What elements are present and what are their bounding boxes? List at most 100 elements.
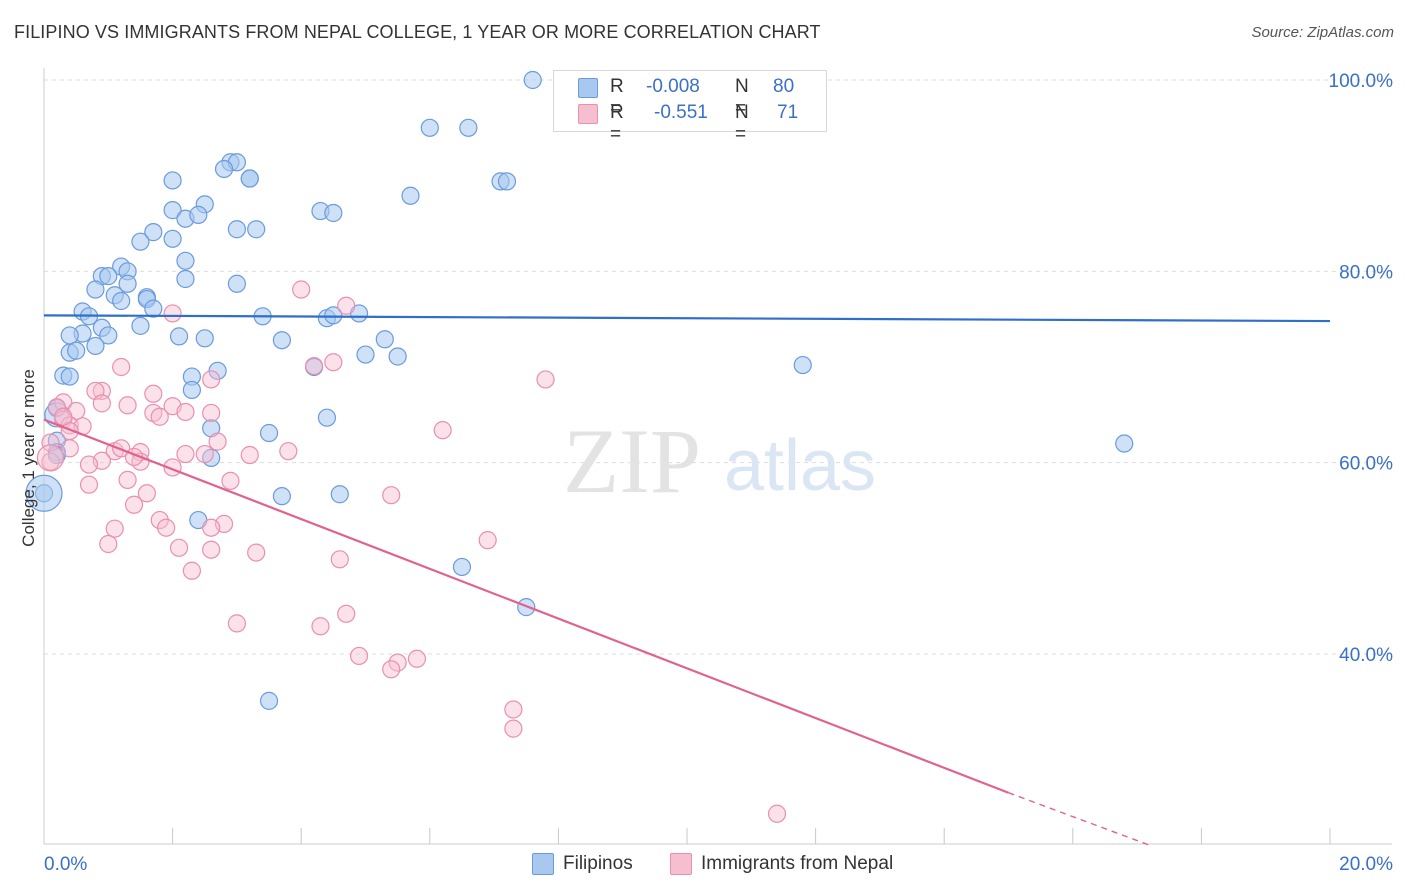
data-point-nepal — [304, 356, 324, 376]
y-tick-label: 80.0% — [1339, 262, 1393, 283]
correlation-legend: R = -0.008 N = 80 R = -0.551 N = 71 — [553, 70, 827, 145]
data-point-filipinos — [259, 691, 279, 710]
legend-r-value: -0.008 — [646, 76, 700, 97]
data-point-nepal — [41, 433, 60, 452]
data-point-filipinos — [324, 306, 343, 325]
legend-swatch-blue — [578, 78, 598, 98]
data-point-nepal — [337, 604, 356, 623]
series-filipinos-points — [25, 70, 1134, 710]
trend-line-nepal-extension — [1008, 792, 1151, 846]
data-point-filipinos — [176, 269, 195, 289]
data-point-filipinos — [163, 171, 182, 190]
legend-r-label: R = — [610, 102, 624, 145]
data-point-nepal — [292, 280, 311, 299]
data-point-nepal — [79, 455, 99, 474]
y-tick-label: 60.0% — [1339, 454, 1393, 475]
data-point-nepal — [349, 646, 369, 666]
data-point-filipinos — [420, 118, 439, 137]
data-point-filipinos — [118, 274, 137, 293]
data-point-nepal — [407, 649, 427, 668]
data-point-filipinos — [375, 330, 394, 349]
chart-title: FILIPINO VS IMMIGRANTS FROM NEPAL COLLEG… — [14, 22, 821, 42]
data-point-nepal — [163, 304, 182, 323]
data-point-nepal — [433, 421, 452, 440]
data-point-filipinos — [163, 201, 182, 220]
data-point-filipinos — [272, 331, 292, 350]
data-point-filipinos — [227, 274, 246, 293]
data-point-nepal — [118, 396, 137, 415]
data-point-nepal — [221, 471, 240, 490]
data-point-filipinos — [182, 380, 201, 400]
data-point-filipinos — [523, 70, 542, 90]
data-point-nepal — [157, 518, 176, 537]
data-point-filipinos — [259, 423, 279, 443]
data-point-filipinos-cluster — [25, 474, 63, 512]
data-point-filipinos — [317, 408, 337, 427]
data-point-filipinos — [189, 205, 208, 224]
data-point-filipinos — [144, 299, 163, 318]
legend-swatch-pink — [670, 853, 692, 875]
data-point-nepal — [388, 653, 407, 672]
y-tick-label: 100.0% — [1329, 71, 1394, 92]
data-point-filipinos — [1115, 434, 1134, 453]
data-point-nepal — [54, 407, 73, 426]
data-point-filipinos — [67, 341, 86, 360]
legend-n-label: N = — [735, 76, 749, 119]
data-point-nepal — [504, 719, 523, 738]
data-point-nepal — [150, 407, 169, 426]
data-point-filipinos — [330, 485, 349, 504]
data-point-nepal-cluster — [36, 444, 65, 472]
legend-r-label: R = — [610, 76, 624, 119]
data-point-filipinos — [272, 487, 292, 506]
chart-source: Source: ZipAtlas.com — [1251, 24, 1394, 41]
data-point-nepal — [124, 495, 144, 514]
data-point-filipinos — [214, 159, 234, 179]
watermark: ZIP atlas — [563, 410, 876, 512]
data-point-nepal — [99, 534, 118, 554]
data-point-filipinos — [163, 229, 182, 248]
data-point-filipinos — [144, 223, 163, 242]
data-point-nepal — [504, 700, 523, 719]
data-point-nepal — [105, 519, 124, 538]
data-point-filipinos — [195, 329, 214, 348]
watermark-atlas: atlas — [724, 426, 876, 506]
data-point-nepal — [767, 804, 787, 823]
data-point-filipinos — [131, 316, 150, 335]
data-point-nepal — [202, 370, 221, 389]
data-point-filipinos — [112, 291, 131, 311]
data-point-filipinos — [247, 220, 266, 239]
data-point-nepal — [382, 486, 401, 505]
trend-line-nepal — [43, 418, 1009, 794]
data-point-nepal — [60, 439, 79, 458]
data-point-nepal — [118, 470, 137, 489]
data-point-nepal — [144, 384, 163, 403]
x-tick-label: 0.0% — [44, 854, 87, 875]
data-point-nepal — [536, 370, 555, 389]
series-nepal-points — [36, 280, 787, 823]
legend-label-nepal: Immigrants from Nepal — [701, 853, 894, 874]
data-point-nepal — [227, 614, 246, 633]
legend-swatch-pink — [578, 104, 598, 124]
data-point-filipinos — [452, 557, 472, 577]
x-tick-label: 20.0% — [1339, 854, 1393, 875]
data-point-filipinos — [240, 169, 259, 188]
data-point-nepal — [92, 394, 111, 413]
trend-line-filipinos — [43, 314, 1331, 323]
data-point-nepal — [202, 540, 221, 559]
data-point-nepal — [279, 442, 298, 461]
data-point-filipinos — [169, 327, 189, 346]
data-point-nepal — [247, 543, 266, 562]
legend-n-value: 80 — [773, 76, 795, 97]
data-point-nepal — [337, 296, 356, 315]
data-point-nepal — [202, 518, 221, 537]
data-point-filipinos — [356, 345, 375, 364]
data-point-filipinos — [388, 347, 407, 366]
legend-label-filipinos: Filipinos — [563, 853, 633, 874]
data-point-nepal — [311, 617, 330, 636]
data-point-filipinos — [324, 203, 343, 223]
data-point-nepal — [195, 444, 214, 464]
data-point-nepal — [324, 353, 343, 372]
data-point-nepal — [41, 452, 60, 471]
data-point-filipinos — [86, 336, 105, 356]
